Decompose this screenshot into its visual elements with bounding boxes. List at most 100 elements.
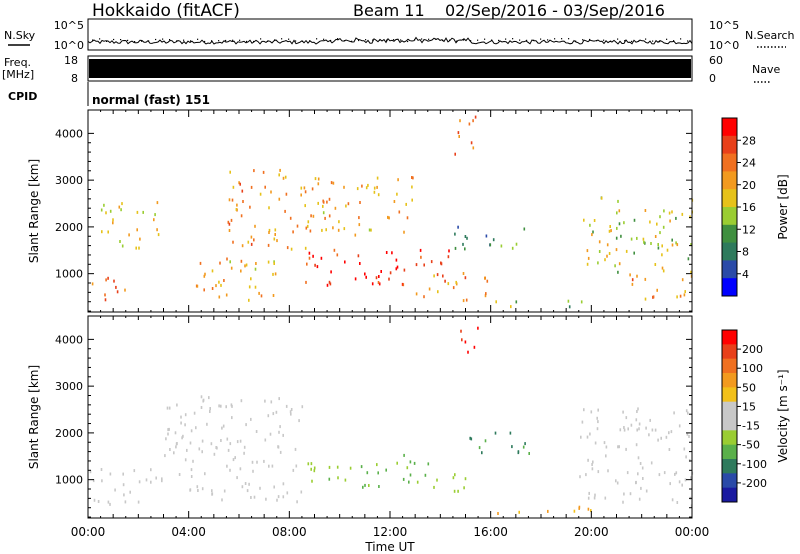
nsearch-point [351,40,353,42]
velocity-cell [244,482,247,485]
velocity-cell [645,426,647,430]
power-cell [591,233,593,237]
velocity-cell [168,406,171,410]
power-cell [633,218,636,222]
power-cell [623,221,625,225]
power-colorbar-tick-label: 12 [742,223,756,236]
power-cell [567,299,570,303]
velocity-cell [255,430,258,433]
velocity-y-axis-label: Slant Range [km] [27,365,41,469]
power-cell [403,230,405,234]
nsearch-point [638,40,640,42]
velocity-cell [180,421,182,425]
power-x-ticks [87,110,693,312]
velocity-cell [622,410,624,414]
velocity-cell [641,466,644,470]
power-cell [258,291,260,295]
velocity-cell [248,482,250,486]
power-cell [515,242,518,246]
power-cell [597,261,599,265]
velocity-cell [368,484,370,487]
velocity-cell [625,416,628,420]
power-cell [254,267,257,271]
power-cell [300,193,302,197]
velocity-cell [588,491,590,495]
power-cell [489,243,492,247]
power-cell [317,177,320,181]
power-cell [218,280,220,284]
velocity-y-tick-label: 4000 [55,333,83,346]
power-cell [120,208,122,212]
velocity-cell [300,490,303,494]
nsearch-point [477,39,479,41]
power-cell [675,241,677,245]
power-cell [326,200,328,204]
power-cell [423,295,425,299]
velocity-cell [690,476,692,480]
power-cell [373,190,376,194]
power-cell [444,279,446,283]
velocity-cell [245,423,247,427]
velocity-cell [663,471,666,475]
velocity-cell [678,480,681,484]
power-cell [464,247,466,251]
velocity-cell [200,395,203,399]
velocity-cell [453,489,456,493]
power-cell [354,277,357,281]
velocity-cell [658,473,661,477]
power-cell [345,204,347,208]
velocity-cell [686,432,689,436]
power-cell [230,266,233,270]
velocity-cell [622,500,624,504]
velocity-cell [616,481,619,485]
power-cell [457,131,460,135]
power-cell [466,236,468,240]
nsearch-point [302,40,304,42]
power-cell [104,293,106,297]
velocity-cell [209,410,211,413]
nsearch-point [344,40,346,42]
velocity-cell [282,482,285,486]
power-cell [112,221,114,225]
power-cell [157,233,160,237]
power-cell [388,216,390,220]
velocity-cell [241,485,244,489]
velocity-cell [279,425,281,429]
velocity-cell [195,426,197,430]
velocity-cell [277,445,280,449]
velocity-cell [528,452,530,455]
velocity-cell [178,473,181,476]
freq-label: Freq. [4,56,31,69]
nsearch-point [512,38,514,40]
velocity-cell [328,465,331,469]
velocity-cell [313,466,316,470]
power-cell [290,247,293,251]
power-cell [332,226,334,230]
power-cell [320,256,323,260]
power-cell [322,199,324,203]
power-cell [308,251,311,255]
power-cell [284,209,286,213]
power-cell [245,263,248,267]
power-cell [376,176,379,180]
power-cell [589,223,591,227]
power-cell [495,300,497,304]
velocity-cell [597,408,599,412]
nsearch-point [176,40,178,42]
power-cell [139,237,141,241]
velocity-cell [189,488,192,492]
nsearch-point [456,40,458,42]
nsearch-point [239,39,241,41]
velocity-cell [231,416,233,420]
power-cell [511,246,514,250]
nsearch-point [533,39,535,41]
power-cell [630,237,633,241]
velocity-colorbar-tick-label: -50 [742,439,760,452]
power-cell [91,282,94,286]
power-cell [454,246,457,250]
nsky-tick-low: 10^0 [54,39,84,52]
nsearch-point [589,38,591,41]
velocity-cell [660,436,662,440]
power-cell [203,274,206,278]
velocity-cell [310,467,312,471]
